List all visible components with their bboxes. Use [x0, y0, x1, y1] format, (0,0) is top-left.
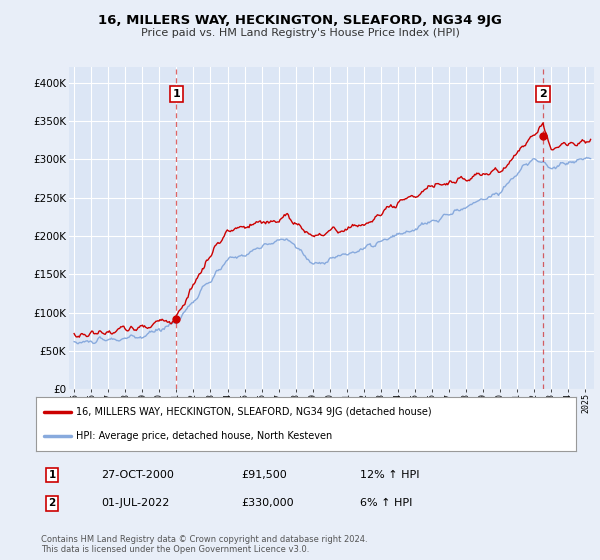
Text: £330,000: £330,000: [241, 498, 294, 508]
Text: £91,500: £91,500: [241, 470, 287, 480]
Text: 2: 2: [49, 498, 56, 508]
Text: 2: 2: [539, 89, 547, 99]
Text: 16, MILLERS WAY, HECKINGTON, SLEAFORD, NG34 9JG: 16, MILLERS WAY, HECKINGTON, SLEAFORD, N…: [98, 14, 502, 27]
Text: HPI: Average price, detached house, North Kesteven: HPI: Average price, detached house, Nort…: [77, 431, 333, 441]
Text: Contains HM Land Registry data © Crown copyright and database right 2024.
This d: Contains HM Land Registry data © Crown c…: [41, 534, 368, 554]
Text: Price paid vs. HM Land Registry's House Price Index (HPI): Price paid vs. HM Land Registry's House …: [140, 28, 460, 38]
Text: 16, MILLERS WAY, HECKINGTON, SLEAFORD, NG34 9JG (detached house): 16, MILLERS WAY, HECKINGTON, SLEAFORD, N…: [77, 407, 432, 417]
Text: 6% ↑ HPI: 6% ↑ HPI: [360, 498, 412, 508]
Text: 01-JUL-2022: 01-JUL-2022: [101, 498, 169, 508]
Text: 1: 1: [49, 470, 56, 480]
Text: 27-OCT-2000: 27-OCT-2000: [101, 470, 173, 480]
Text: 1: 1: [173, 89, 180, 99]
Text: 12% ↑ HPI: 12% ↑ HPI: [360, 470, 419, 480]
